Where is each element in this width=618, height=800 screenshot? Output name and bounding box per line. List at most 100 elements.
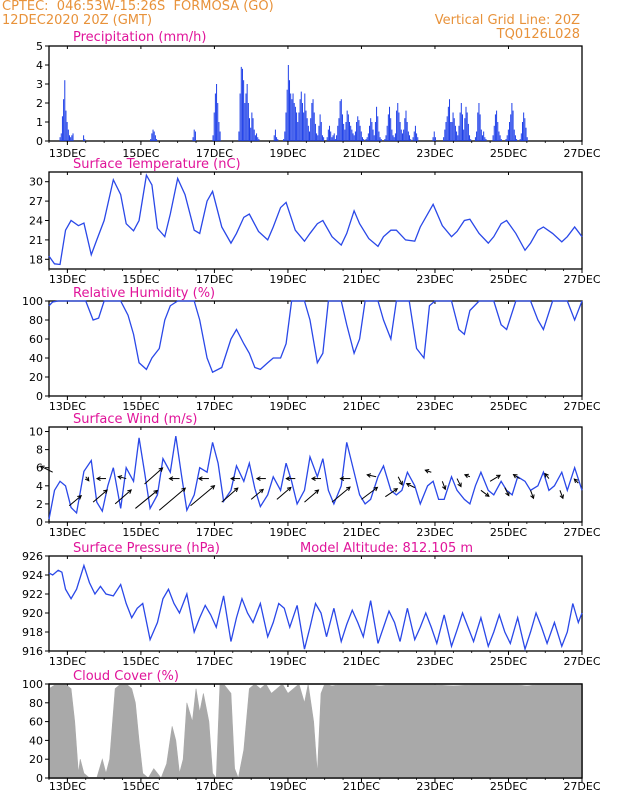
- precip-bar: [461, 114, 463, 141]
- precip-bar: [524, 118, 526, 141]
- precip-bar: [253, 129, 255, 141]
- precip-bar: [384, 139, 386, 141]
- precip-ytick-label: 1: [36, 116, 43, 129]
- cloud-ytick-label: 100: [22, 678, 43, 691]
- precip-bar: [314, 123, 316, 141]
- rh-ytick-label: 60: [29, 333, 43, 346]
- precip-bar: [492, 135, 494, 141]
- rh-ytick-label: 40: [29, 352, 43, 365]
- precip-bar: [445, 122, 447, 141]
- wind-arrow-head: [158, 467, 164, 472]
- precip-bar: [413, 131, 415, 141]
- wind-arrows: [39, 465, 579, 511]
- precip-bar: [452, 112, 454, 141]
- wind-arrow-head: [484, 492, 490, 497]
- header-model-code: TQ0126L028: [496, 27, 580, 42]
- temp-xtick-label: 27DEC: [563, 273, 600, 286]
- temp-title: Surface Temperature (nC): [73, 157, 241, 172]
- pres-xtick-label: 15DEC: [122, 655, 159, 668]
- precip-bar: [71, 135, 73, 141]
- precip-bar: [372, 129, 374, 141]
- header-location: CPTEC: 046:53W-15:26S FORMOSA (GO): [2, 0, 274, 14]
- precip-bar: [514, 135, 516, 141]
- precip-bar: [357, 116, 359, 141]
- precip-bar: [291, 99, 293, 141]
- precip-bar: [277, 139, 279, 141]
- wind-arrow: [367, 474, 377, 478]
- wind-arrow-head: [77, 495, 83, 500]
- precip-bar: [410, 139, 412, 141]
- precip-xtick-label: 19DEC: [269, 147, 306, 160]
- precip-bar: [304, 93, 306, 141]
- wind-xtick-label: 23DEC: [416, 526, 453, 539]
- wind-arrow-head: [181, 487, 187, 493]
- precip-ytick-label: 4: [36, 59, 43, 72]
- precip-bar: [347, 114, 349, 141]
- rh-title: Relative Humidity (%): [73, 286, 215, 301]
- precip-bar: [63, 99, 65, 141]
- precip-bar: [453, 118, 455, 141]
- precip-panel: Precipitation (mm/h) 0 1 2 3 4 5 13DEC 15DEC 17DE…: [36, 30, 601, 160]
- wind-arrow-head: [314, 489, 320, 494]
- wind-ytick-label: 10: [29, 426, 43, 439]
- temp-xtick-label: 19DEC: [269, 273, 306, 286]
- wind-arrow-head: [441, 485, 447, 491]
- precip-bar: [516, 139, 518, 141]
- wind-arrow-head: [197, 476, 203, 481]
- precip-bar: [320, 122, 322, 141]
- precip-bar: [65, 110, 67, 141]
- precip-bar: [287, 65, 289, 141]
- precip-bar: [394, 133, 396, 141]
- rh-line: [48, 300, 583, 374]
- precip-bar: [212, 135, 214, 141]
- precip-bar: [152, 129, 154, 141]
- precip-bar: [339, 101, 341, 141]
- precip-bar: [249, 118, 250, 141]
- wind-xtick-label: 21DEC: [343, 526, 380, 539]
- wind-arrow-head: [463, 473, 469, 479]
- wind-arrow-head: [505, 491, 510, 497]
- wind-line: [48, 435, 583, 520]
- wind-ytick-label: 2: [36, 498, 43, 511]
- precip-bar: [327, 129, 329, 141]
- precip-bar: [251, 112, 253, 141]
- wind-arrow-head: [424, 469, 430, 474]
- wind-xtick-label: 15DEC: [122, 526, 159, 539]
- precip-bar: [244, 103, 246, 141]
- precip-bar: [512, 110, 514, 141]
- precip-bar: [354, 131, 356, 141]
- precip-bar: [386, 125, 388, 141]
- wind-arrow-head: [103, 489, 108, 494]
- header-grid-info: Vertical Grid Line: 20Z: [434, 13, 580, 28]
- wind-xtick-label: 25DEC: [490, 526, 527, 539]
- precip-bar: [289, 80, 291, 141]
- precip-bar: [274, 129, 276, 141]
- precip-bar: [477, 112, 479, 141]
- temp-panel: Surface Temperature (nC) 18 21 24 27 30 13DEC 1…: [29, 157, 601, 286]
- wind-arrow-head: [559, 494, 564, 500]
- precip-bar: [396, 110, 398, 141]
- precip-bar: [509, 122, 511, 141]
- precip-bar: [218, 122, 220, 141]
- wind-arrow-head: [168, 476, 174, 481]
- precip-bar: [380, 139, 382, 141]
- precip-bar: [519, 139, 521, 141]
- precip-title: Precipitation (mm/h): [73, 30, 206, 45]
- temp-ytick-label: 24: [29, 215, 43, 228]
- wind-arrow: [513, 474, 520, 479]
- precip-bar: [460, 103, 462, 141]
- precip-bar: [250, 127, 252, 141]
- rh-xtick-label: 15DEC: [122, 400, 159, 413]
- precip-bar: [345, 122, 347, 141]
- precip-bar: [407, 131, 409, 141]
- precip-bar: [365, 139, 367, 141]
- wind-arrow-head: [310, 476, 316, 481]
- wind-arrow: [158, 487, 186, 511]
- wind-xtick-label: 27DEC: [563, 526, 600, 539]
- pres-xtick-label: 19DEC: [269, 655, 306, 668]
- wind-arrow-head: [345, 486, 351, 491]
- rh-xtick-label: 13DEC: [49, 400, 86, 413]
- wind-arrow: [144, 467, 163, 485]
- precip-bar: [409, 135, 411, 141]
- rh-frame: [48, 300, 583, 397]
